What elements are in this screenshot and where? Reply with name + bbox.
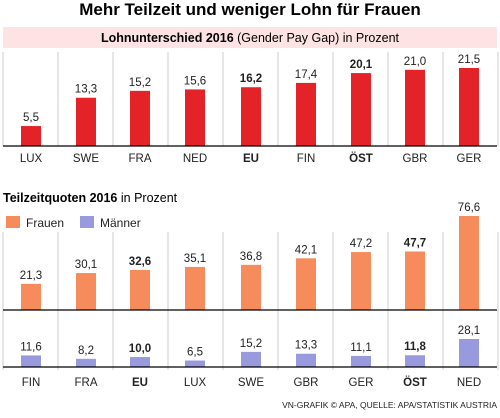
bar-frauen-öst [405, 251, 425, 310]
category-label-ned: NED [457, 377, 481, 389]
main-title: Mehr Teilzeit und weniger Lohn für Fraue… [79, 0, 421, 19]
part-time-chart: 21,3 11,6 FIN 30,1 8,2 FRA 32,6 10,0 EU 35,1 6,5 LU… [2, 202, 499, 389]
value-label-maenner-eu: 10,0 [129, 343, 151, 355]
value-label-fra: 15,2 [129, 77, 151, 89]
bar-swe [76, 97, 96, 146]
value-label-frauen-fin: 21,3 [20, 270, 42, 282]
bar-frauen-ned [459, 216, 479, 310]
bar-frauen-lux [185, 266, 205, 310]
value-label-ger: 21,5 [458, 54, 480, 66]
bar-maenner-lux [185, 360, 205, 367]
value-label-frauen-fra: 30,1 [75, 259, 97, 271]
value-label-maenner-fra: 8,2 [78, 345, 94, 357]
value-label-fin: 17,4 [295, 69, 318, 81]
category-label-fin: FIN [297, 153, 316, 165]
value-label-eu: 16,2 [240, 73, 262, 85]
legend-maenner-swatch [80, 216, 94, 228]
bar-frauen-ger [351, 252, 371, 310]
bar-öst [351, 73, 371, 146]
value-label-maenner-swe: 15,2 [240, 338, 262, 350]
bar-maenner-gbr [296, 353, 316, 367]
bar-maenner-fin [21, 355, 41, 367]
pay-gap-chart: 5,5 LUX 13,3 SWE 15,2 FRA 15,6 NED 16,2 EU 17,4 FIN… [2, 52, 499, 165]
value-label-frauen-eu: 32,6 [129, 256, 151, 268]
category-label-öst: ÖST [349, 152, 373, 165]
value-label-swe: 13,3 [75, 84, 97, 96]
bar-frauen-fin [21, 283, 41, 310]
bar-fra [130, 90, 150, 146]
category-label-eu: EU [132, 377, 148, 389]
category-label-gbr: GBR [403, 153, 428, 165]
bar-frauen-eu [130, 269, 150, 310]
category-label-fra: FRA [75, 377, 98, 389]
bar-frauen-gbr [296, 258, 316, 310]
value-label-maenner-fin: 11,6 [20, 341, 42, 353]
legend-frauen-label: Frauen [26, 216, 64, 230]
legend-maenner-label: Männer [100, 216, 141, 230]
value-label-maenner-öst: 11,8 [404, 341, 426, 353]
section1-title: Lohnunterschied 2016 (Gender Pay Gap) in… [101, 31, 400, 45]
value-label-maenner-ger: 11,1 [350, 342, 372, 354]
value-label-frauen-swe: 36,8 [240, 251, 262, 263]
value-label-frauen-ger: 47,2 [350, 238, 372, 250]
legend-frauen-swatch [6, 216, 20, 228]
category-label-ned: NED [183, 153, 207, 165]
value-label-öst: 20,1 [350, 59, 373, 71]
category-label-eu: EU [243, 153, 259, 165]
section1-title-rest: (Gender Pay Gap) in Prozent [234, 31, 400, 45]
bar-ned [185, 89, 205, 146]
category-label-gbr: GBR [294, 377, 319, 389]
category-label-öst: ÖST [403, 376, 427, 389]
value-label-maenner-lux: 6,5 [187, 347, 203, 359]
category-label-fin: FIN [22, 377, 41, 389]
bar-ger [459, 68, 479, 146]
section1-banner [3, 27, 497, 48]
value-label-frauen-ned: 76,6 [458, 202, 480, 214]
section2-title-bold: Teilzeitquoten 2016 [3, 191, 117, 205]
category-label-swe: SWE [73, 153, 100, 165]
bar-maenner-ned [459, 339, 479, 367]
bar-frauen-swe [241, 264, 261, 310]
category-label-lux: LUX [20, 153, 43, 165]
bar-frauen-fra [76, 273, 96, 310]
value-label-gbr: 21,0 [404, 56, 426, 68]
bar-maenner-eu [130, 357, 150, 367]
bar-maenner-ger [351, 355, 371, 367]
value-label-frauen-gbr: 42,1 [295, 244, 317, 256]
bar-maenner-öst [405, 355, 425, 367]
section1-title-bold: Lohnunterschied 2016 [101, 31, 234, 45]
value-label-maenner-ned: 28,1 [458, 325, 480, 337]
value-label-lux: 5,5 [23, 112, 39, 124]
source-note: VN-GRAFIK © APA, QUELLE: APA/STATISTIK A… [282, 400, 497, 410]
section2-title: Teilzeitquoten 2016 in Prozent [3, 191, 178, 205]
value-label-ned: 15,6 [184, 75, 206, 87]
category-label-fra: FRA [129, 153, 152, 165]
value-label-maenner-gbr: 13,3 [295, 340, 317, 352]
category-label-lux: LUX [184, 377, 207, 389]
section2-title-rest: in Prozent [117, 191, 177, 205]
bar-maenner-fra [76, 358, 96, 367]
bar-fin [296, 82, 316, 146]
bar-maenner-swe [241, 351, 261, 367]
value-label-frauen-öst: 47,7 [404, 237, 426, 249]
bar-lux [21, 126, 41, 146]
category-label-ger: GER [457, 153, 482, 165]
category-label-swe: SWE [238, 377, 265, 389]
value-label-frauen-lux: 35,1 [184, 253, 206, 265]
bar-eu [241, 87, 261, 146]
category-label-ger: GER [349, 377, 374, 389]
bar-gbr [405, 69, 425, 146]
